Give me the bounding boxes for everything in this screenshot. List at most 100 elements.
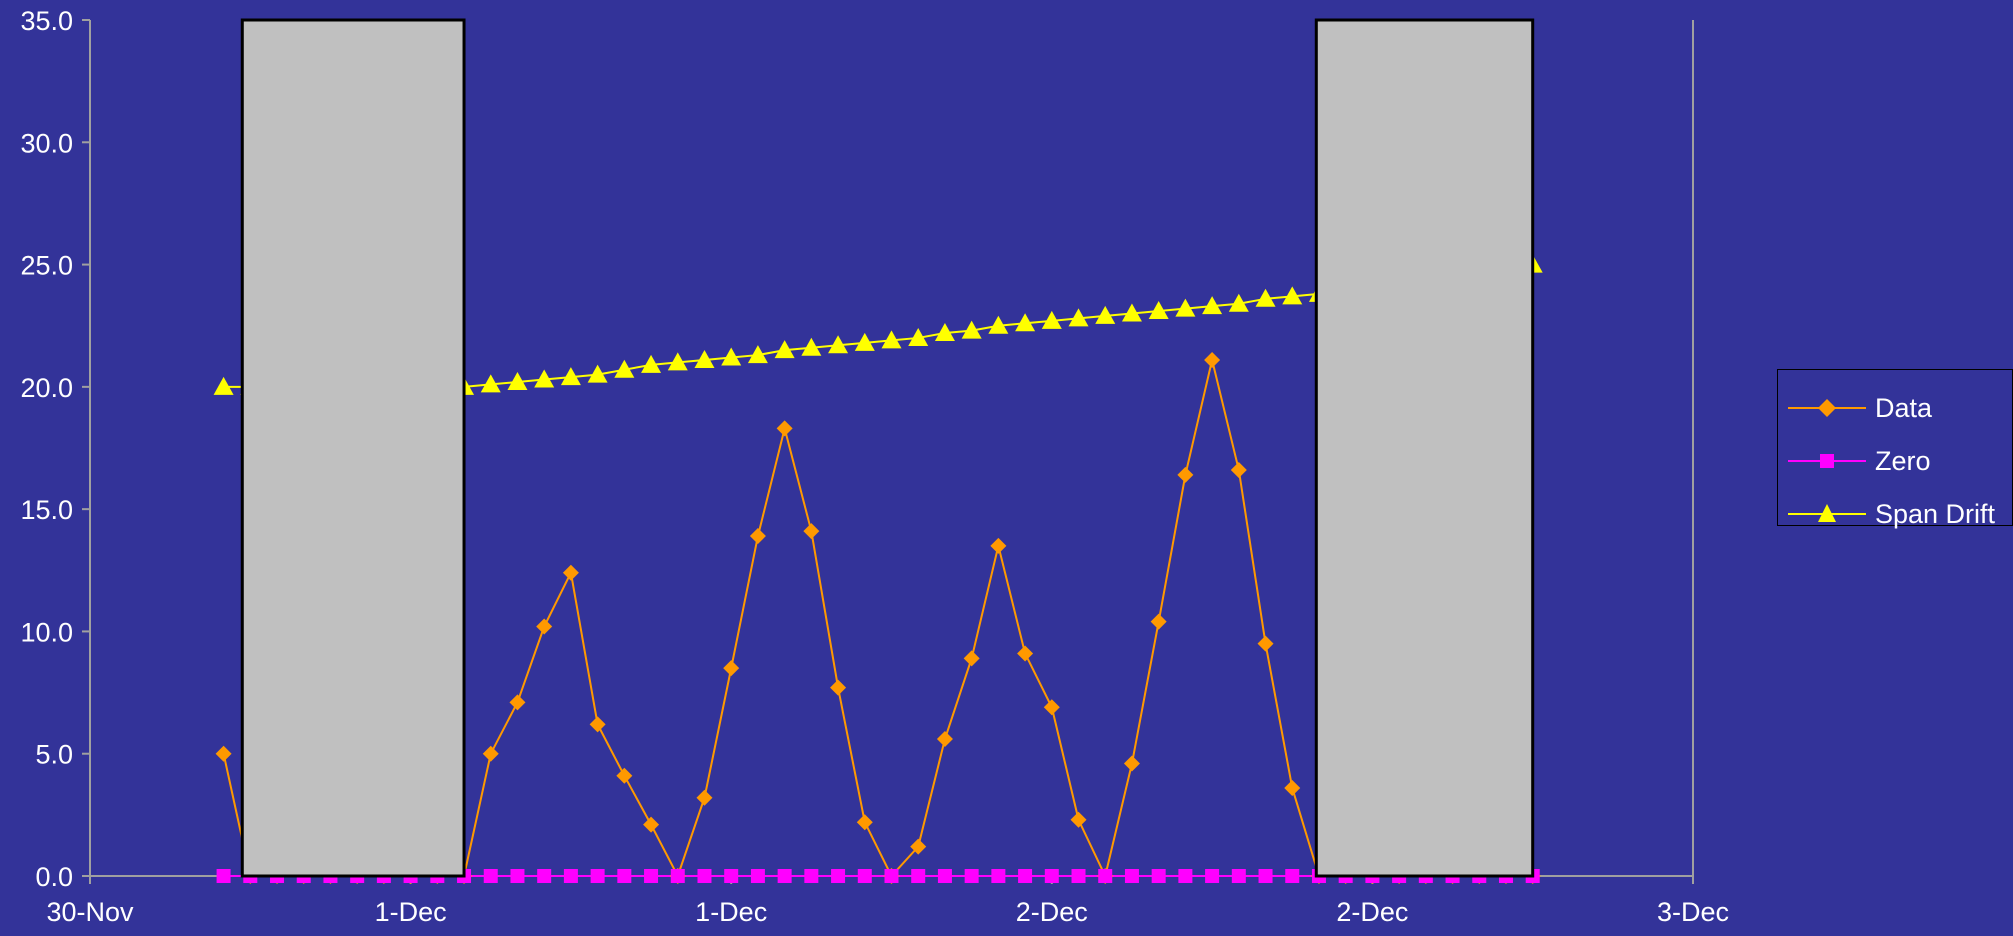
point-data <box>1284 779 1301 796</box>
point-data <box>1230 462 1247 479</box>
point-zero <box>991 869 1006 883</box>
point-zero <box>697 869 712 883</box>
legend-item-zero: Zero <box>1788 441 2008 481</box>
point-zero <box>1258 869 1273 883</box>
point-span-drift <box>213 376 234 395</box>
y-tick-label: 15.0 <box>20 495 73 525</box>
point-data <box>536 618 553 635</box>
point-zero <box>911 869 926 883</box>
point-data <box>1257 635 1274 652</box>
point-zero <box>1178 869 1193 883</box>
point-zero <box>216 869 231 883</box>
point-data <box>215 745 232 762</box>
point-zero <box>724 869 739 883</box>
point-span-drift <box>774 340 795 359</box>
point-span-drift <box>747 345 768 364</box>
point-span-drift <box>1121 303 1142 322</box>
legend-item-data: Data <box>1788 388 2008 428</box>
point-span-drift <box>988 315 1009 334</box>
point-span-drift <box>854 332 875 351</box>
point-data <box>562 564 579 581</box>
point-span-drift <box>721 347 742 366</box>
point-data <box>1043 699 1060 716</box>
point-zero <box>563 869 578 883</box>
x-tick-label: 1-Dec <box>375 897 447 927</box>
point-zero <box>884 869 899 883</box>
point-zero <box>590 869 605 883</box>
y-tick-label: 10.0 <box>20 617 73 647</box>
shaded-region <box>1314 18 1535 878</box>
shaded-region <box>240 18 466 878</box>
point-zero <box>750 869 765 883</box>
point-zero <box>1098 869 1113 883</box>
legend-swatch-zero <box>1788 454 1866 468</box>
point-span-drift <box>534 369 555 388</box>
legend-label-span-drift: Span Drift <box>1875 499 1996 529</box>
x-tick-label: 30-Nov <box>46 897 134 927</box>
point-zero <box>1285 869 1300 883</box>
point-span-drift <box>507 371 528 390</box>
point-data <box>990 537 1007 554</box>
y-tick-label: 20.0 <box>20 373 73 403</box>
point-span-drift <box>694 349 715 368</box>
point-data <box>803 523 820 540</box>
point-zero <box>777 869 792 883</box>
legend-label-zero: Zero <box>1875 446 1931 476</box>
y-tick-label: 30.0 <box>20 128 73 158</box>
series <box>213 18 1543 884</box>
point-span-drift <box>1255 288 1276 307</box>
point-span-drift <box>587 364 608 383</box>
legend: Data Zero Span Drift <box>1777 369 2013 529</box>
point-span-drift <box>667 352 688 371</box>
point-span-drift <box>480 374 501 393</box>
point-zero <box>510 869 525 883</box>
point-zero <box>964 869 979 883</box>
point-span-drift <box>1041 310 1062 329</box>
point-data <box>749 528 766 545</box>
point-span-drift <box>1015 313 1036 332</box>
point-zero <box>937 869 952 883</box>
point-data <box>482 745 499 762</box>
axes: 0.0 5.0 10.0 15.0 20.0 25.0 30.0 35.0 30-Nov 1-De… <box>20 6 1729 927</box>
point-data <box>1204 351 1221 368</box>
point-span-drift <box>934 323 955 342</box>
point-span-drift <box>1148 301 1169 320</box>
point-zero <box>537 869 552 883</box>
point-data <box>1123 755 1140 772</box>
point-zero <box>1044 869 1059 883</box>
point-data <box>1017 645 1034 662</box>
point-data <box>1177 466 1194 483</box>
point-zero <box>1018 869 1033 883</box>
point-zero <box>1071 869 1086 883</box>
point-span-drift <box>1228 293 1249 312</box>
point-span-drift <box>1202 296 1223 315</box>
legend-swatch-span-drift <box>1788 504 1866 522</box>
legend-item-span-drift: Span Drift <box>1788 494 2008 534</box>
x-tick-label: 2-Dec <box>1016 897 1088 927</box>
x-tick-label: 3-Dec <box>1657 897 1729 927</box>
point-span-drift <box>828 335 849 354</box>
y-tick-label: 5.0 <box>35 740 73 770</box>
point-zero <box>1124 869 1139 883</box>
y-tick-label: 0.0 <box>35 862 73 892</box>
point-zero <box>644 869 659 883</box>
point-zero <box>831 869 846 883</box>
point-data <box>509 694 526 711</box>
point-span-drift <box>961 320 982 339</box>
point-zero <box>1151 869 1166 883</box>
point-zero <box>1205 869 1220 883</box>
point-span-drift <box>1068 308 1089 327</box>
legend-swatch-data <box>1788 399 1866 417</box>
legend-label-data: Data <box>1875 393 1933 423</box>
point-span-drift <box>801 337 822 356</box>
point-data <box>643 816 660 833</box>
point-data <box>616 767 633 784</box>
point-data <box>936 731 953 748</box>
point-span-drift <box>908 327 929 346</box>
point-data <box>1070 811 1087 828</box>
point-data <box>723 660 740 677</box>
point-span-drift <box>1175 298 1196 317</box>
y-tick-label: 25.0 <box>20 251 73 281</box>
point-data <box>856 814 873 831</box>
point-data <box>696 789 713 806</box>
